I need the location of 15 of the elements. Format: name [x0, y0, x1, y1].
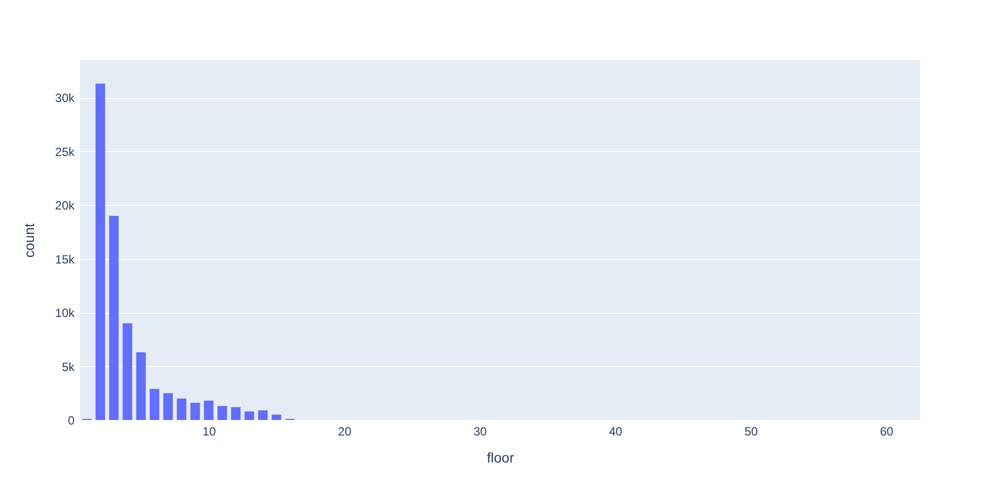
x-tick-label: 40 — [608, 424, 623, 438]
y-tick-label: 10k — [55, 306, 76, 320]
y-axis-title: count — [21, 223, 38, 258]
y-tick-label: 30k — [55, 91, 76, 106]
y-tick-label: 5k — [62, 360, 76, 374]
x-tick-label: 30 — [474, 424, 488, 438]
x-tick-label: 10 — [202, 424, 216, 438]
x-tick-label: 60 — [880, 424, 894, 438]
x-tick-label: 50 — [744, 424, 758, 438]
y-tick-label: 20k — [55, 198, 76, 213]
y-tick-label: 0 — [68, 414, 75, 428]
x-axis-title: floor — [486, 450, 514, 466]
y-tick-label: 15k — [55, 252, 76, 266]
y-tick-label: 25k — [55, 144, 76, 159]
x-tick-label: 20 — [338, 424, 352, 438]
